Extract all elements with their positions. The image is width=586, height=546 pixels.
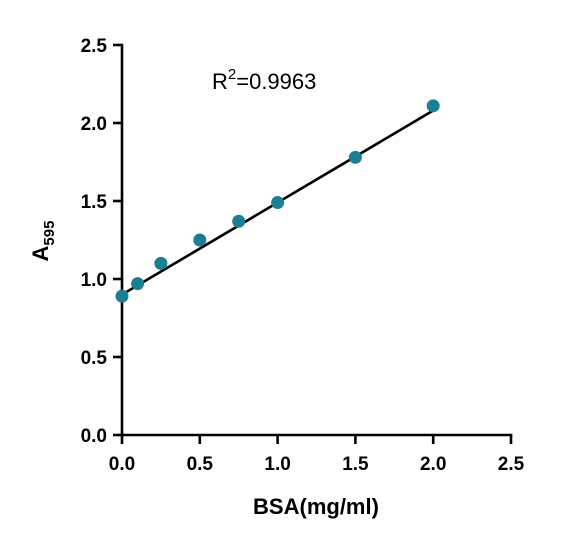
data-points xyxy=(115,99,440,303)
y-axis-title-subscript: 595 xyxy=(41,221,58,246)
data-point xyxy=(348,150,362,164)
data-point xyxy=(115,289,129,303)
x-axis-title: BSA(mg/ml) xyxy=(253,494,379,519)
data-point xyxy=(232,214,246,228)
x-axis-ticks: 0.0 0.5 1.0 1.5 2.0 2.5 xyxy=(109,435,525,475)
data-point xyxy=(193,233,207,247)
r-squared-superscript: 2 xyxy=(228,66,236,83)
data-point xyxy=(154,256,168,270)
y-tick-label: 1.5 xyxy=(81,192,108,213)
y-tick-label: 1.0 xyxy=(81,270,107,291)
x-tick-label: 0.0 xyxy=(109,454,135,475)
y-tick-label: 2.0 xyxy=(81,114,107,135)
data-point xyxy=(426,99,440,113)
y-axis-title-main: A xyxy=(28,245,53,261)
y-tick-label: 0.0 xyxy=(81,426,107,447)
x-tick-label: 2.0 xyxy=(420,454,446,475)
y-tick-label: 0.5 xyxy=(81,348,108,369)
x-tick-label: 1.0 xyxy=(264,454,290,475)
axes xyxy=(120,43,513,437)
r-squared-value: =0.9963 xyxy=(236,69,316,94)
r-squared-annotation: R2=0.9963 xyxy=(212,66,316,94)
x-tick-label: 2.5 xyxy=(498,454,525,475)
r-squared-main: R xyxy=(212,69,228,94)
y-tick-label: 2.5 xyxy=(81,36,108,57)
y-axis-ticks: 0.0 0.5 1.0 1.5 2.0 2.5 xyxy=(81,36,122,447)
data-point xyxy=(271,196,285,210)
x-tick-label: 0.5 xyxy=(187,454,214,475)
data-point xyxy=(131,277,145,291)
x-tick-label: 1.5 xyxy=(342,454,369,475)
y-axis-title: A595 xyxy=(28,221,58,262)
